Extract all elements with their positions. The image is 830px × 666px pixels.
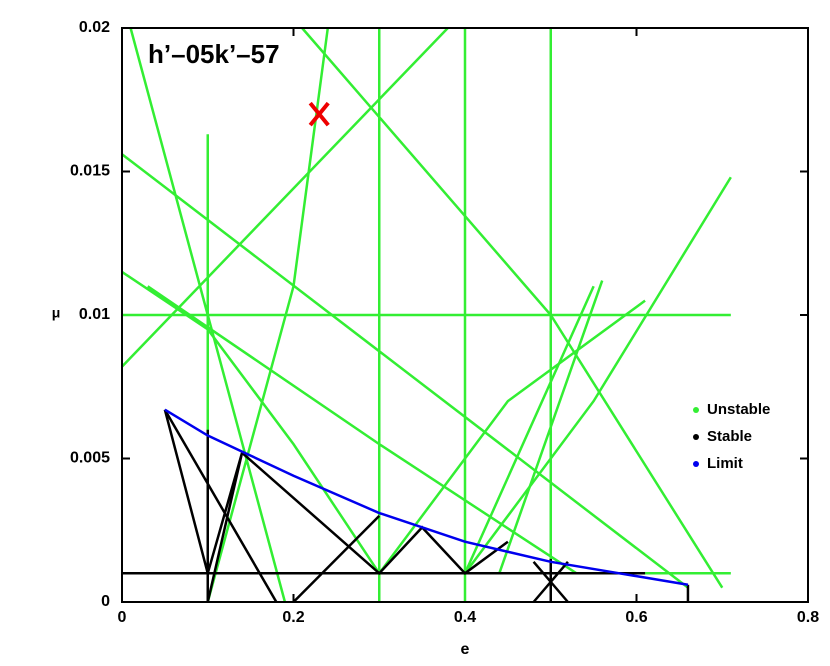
legend-label: Unstable: [707, 401, 770, 418]
marker: [308, 101, 330, 127]
series-line: [163, 409, 278, 603]
x-axis-label: e: [461, 641, 470, 658]
series-line: [463, 285, 595, 574]
series-line: [147, 285, 578, 575]
y-tick-label: 0.005: [70, 450, 110, 467]
series-line: [301, 27, 724, 589]
series-line: [121, 153, 689, 589]
legend-label: Stable: [707, 428, 752, 445]
legend-marker: [693, 461, 699, 467]
x-tick-label: 0.2: [282, 609, 304, 626]
series-line: [463, 176, 732, 575]
series-line: [164, 408, 689, 587]
y-tick-label: 0.015: [70, 163, 110, 180]
x-tick-label: 0: [118, 609, 127, 626]
series-line: [121, 270, 381, 574]
legend-marker: [693, 434, 699, 440]
y-axis-label: μ: [52, 305, 61, 321]
series-line: [121, 27, 449, 368]
x-tick-label: 0.4: [454, 609, 476, 626]
x-tick-label: 0.6: [625, 609, 647, 626]
plot-frame: [121, 27, 809, 603]
series-line: [292, 515, 381, 603]
y-tick-label: 0.01: [79, 306, 110, 323]
legend-marker: [693, 407, 699, 413]
series-line: [498, 280, 604, 574]
x-tick-label: 0.8: [797, 609, 819, 626]
y-tick-label: 0.02: [79, 19, 110, 36]
legend-label: Limit: [707, 455, 743, 472]
series-line: [129, 27, 287, 603]
y-tick-label: 0: [101, 593, 110, 610]
series-line: [378, 299, 646, 575]
series-line: [532, 561, 569, 603]
chart-title: h’–05k’–57: [148, 39, 280, 69]
series-line: [206, 27, 330, 603]
